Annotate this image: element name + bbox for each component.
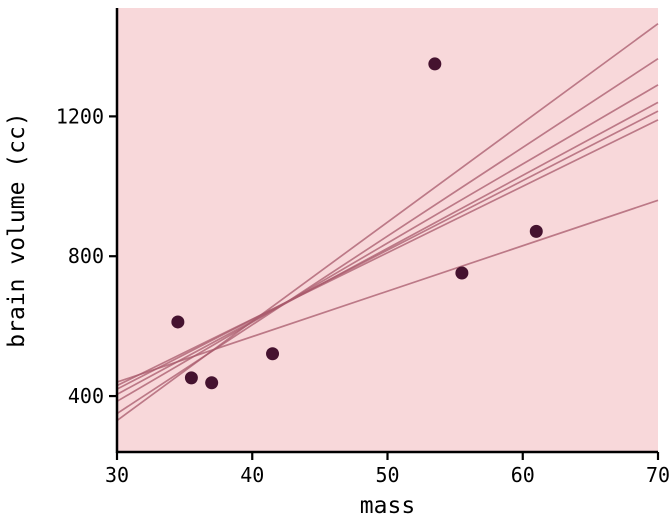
- y-tick-label-1: 800: [68, 244, 104, 268]
- data-point-2: [205, 376, 219, 390]
- y-axis-title: brain volume (cc): [4, 112, 30, 347]
- regression-line-5: [116, 119, 659, 387]
- regression-line-1: [116, 57, 659, 415]
- y-tick-label-2: 1200: [56, 104, 104, 128]
- data-point-6: [529, 224, 543, 238]
- x-tick-label-0: 30: [105, 463, 129, 487]
- x-tick-label-4: 70: [646, 463, 670, 487]
- data-point-5: [455, 266, 469, 280]
- regression-line-6: [116, 199, 659, 383]
- regression-line-2: [116, 84, 659, 403]
- y-tick-label-0: 400: [68, 384, 104, 408]
- data-point-4: [428, 57, 442, 71]
- x-tick-label-2: 50: [375, 463, 399, 487]
- plot-area-background: [117, 8, 658, 452]
- data-point-1: [184, 371, 198, 385]
- x-tick-label-3: 60: [511, 463, 535, 487]
- regression-line-3: [116, 101, 659, 396]
- regression-line-4: [116, 110, 659, 390]
- data-point-0: [171, 315, 185, 329]
- x-axis-title: mass: [360, 493, 415, 519]
- data-point-3: [266, 347, 280, 361]
- x-tick-label-1: 40: [240, 463, 264, 487]
